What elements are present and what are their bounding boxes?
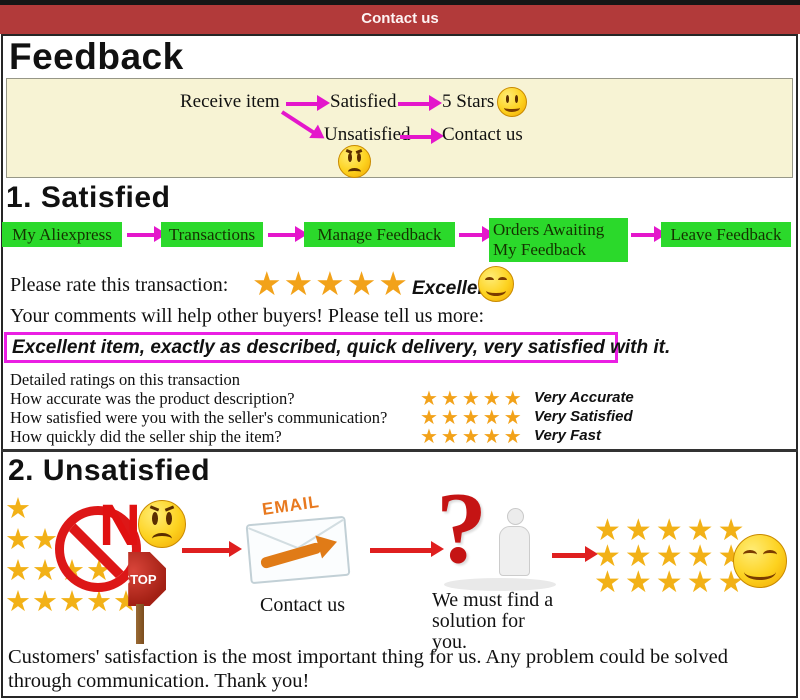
step-orders-awaiting[interactable]: Orders Awaiting My Feedback [489,218,628,262]
step-arrow-2 [268,226,308,242]
envelope-flap [248,527,300,550]
contact-us-bar-label: Contact us [361,10,439,27]
footer-text: Customers' satisfaction is the most impo… [8,646,728,692]
flow-arrow-1 [286,95,330,111]
unsat-arrow-2 [370,541,444,557]
contact-us-caption[interactable]: Contact us [260,594,345,616]
emoji-frown [151,533,173,545]
stop-sign-post [136,604,144,644]
flow-satisfied: Satisfied [330,91,397,112]
section-divider [1,449,798,452]
step-arrow-1 [127,226,167,242]
step-transactions[interactable]: Transactions [161,222,263,247]
email-icon[interactable]: EMAIL [245,492,352,592]
stop-sign-label: STOP [121,571,157,587]
emoji-eye [357,153,362,163]
star-cluster: ★ ★★ ★★★★ ★★★★★ [5,494,140,618]
figure-head [507,508,524,525]
step-leave-feedback[interactable]: Leave Feedback [661,222,791,247]
detailed-stars-2[interactable]: ★★★★★ [420,407,525,429]
detailed-label-3: Very Fast [534,427,601,444]
emoji-eye [151,512,158,525]
no-letter: N [99,493,141,558]
step-arrow-4 [631,226,667,242]
content-frame [1,34,798,698]
unsat-arrow-1 [182,541,242,557]
comment-text: Excellent item, exactly as described, qu… [12,337,671,358]
detailed-stars-3[interactable]: ★★★★★ [420,426,525,448]
unsat-arrow-3 [552,546,598,562]
big-happy-emoji-icon [733,534,787,588]
unhappy-emoji-icon [138,500,186,548]
emoji-closed-eye [485,276,494,283]
excellent-emoji-icon [478,266,514,302]
happy-emoji-icon [497,87,527,117]
overview-flowchart-box [6,78,793,178]
sad-emoji-icon [338,145,371,178]
emoji-closed-eye [498,276,507,283]
comments-label: Your comments will help other buyers! Pl… [10,305,485,327]
contact-us-bar[interactable]: Contact us [0,0,800,34]
question-mark-icon: ? [436,472,487,585]
emoji-smile [485,285,507,297]
step-my-aliexpress[interactable]: My Aliexpress [2,222,122,247]
step-manage-feedback[interactable]: Manage Feedback [304,222,455,247]
section1-heading: 1. Satisfied [6,181,171,214]
five-star-grid: ★★★★★ ★★★★★ ★★★★★ [594,514,749,599]
section2-heading: 2. Unsatisfied [8,454,211,487]
detailed-question-1: How accurate was the product description… [10,389,295,408]
emoji-eye [514,94,519,103]
emoji-eye [166,512,173,525]
prohibition-icon [55,506,141,592]
emoji-closed-eye [763,549,777,559]
rate-label: Please rate this transaction: [10,274,229,296]
detailed-heading: Detailed ratings on this transaction [10,370,241,389]
flow-unsatisfied: Unsatisfied [324,124,411,145]
figure-body [499,526,530,576]
emoji-eye [347,153,352,163]
flow-contact-us: Contact us [442,124,523,145]
rate-value: Excellent [412,278,496,299]
flow-receive-item: Receive item [180,91,280,112]
detailed-question-3: How quickly did the seller ship the item… [10,427,282,446]
star-cluster-row: ★★★★★ [5,586,140,618]
email-word: EMAIL [260,492,321,519]
step-arrow-3 [459,226,495,242]
star-grid-row: ★★★★★ [594,566,749,599]
emoji-smile [744,563,776,580]
flow-arrow-3 [400,128,444,144]
emoji-frown [347,167,362,176]
detailed-label-1: Very Accurate [534,389,634,406]
rate-stars[interactable]: ★★★★★ [252,267,410,303]
figure-platform [444,578,556,591]
star-cluster-row: ★ [5,493,32,525]
detailed-stars-1[interactable]: ★★★★★ [420,388,525,410]
comment-input-box[interactable]: Excellent item, exactly as described, qu… [4,332,670,363]
star-grid-row: ★★★★★ [594,540,749,573]
star-cluster-row: ★★ [5,524,59,556]
solution-text: We must find a solution for you. [432,589,554,653]
emoji-eye [505,94,510,103]
emoji-smile [503,103,521,113]
emoji-closed-eye [743,549,757,559]
page-title: Feedback [9,36,184,77]
star-grid-row: ★★★★★ [594,514,749,547]
detailed-question-2: How satisfied were you with the seller's… [10,408,388,427]
detailed-label-2: Very Satisfied [534,408,633,425]
flow-five-stars: 5 Stars [442,91,495,112]
flow-arrow-2 [398,95,442,111]
